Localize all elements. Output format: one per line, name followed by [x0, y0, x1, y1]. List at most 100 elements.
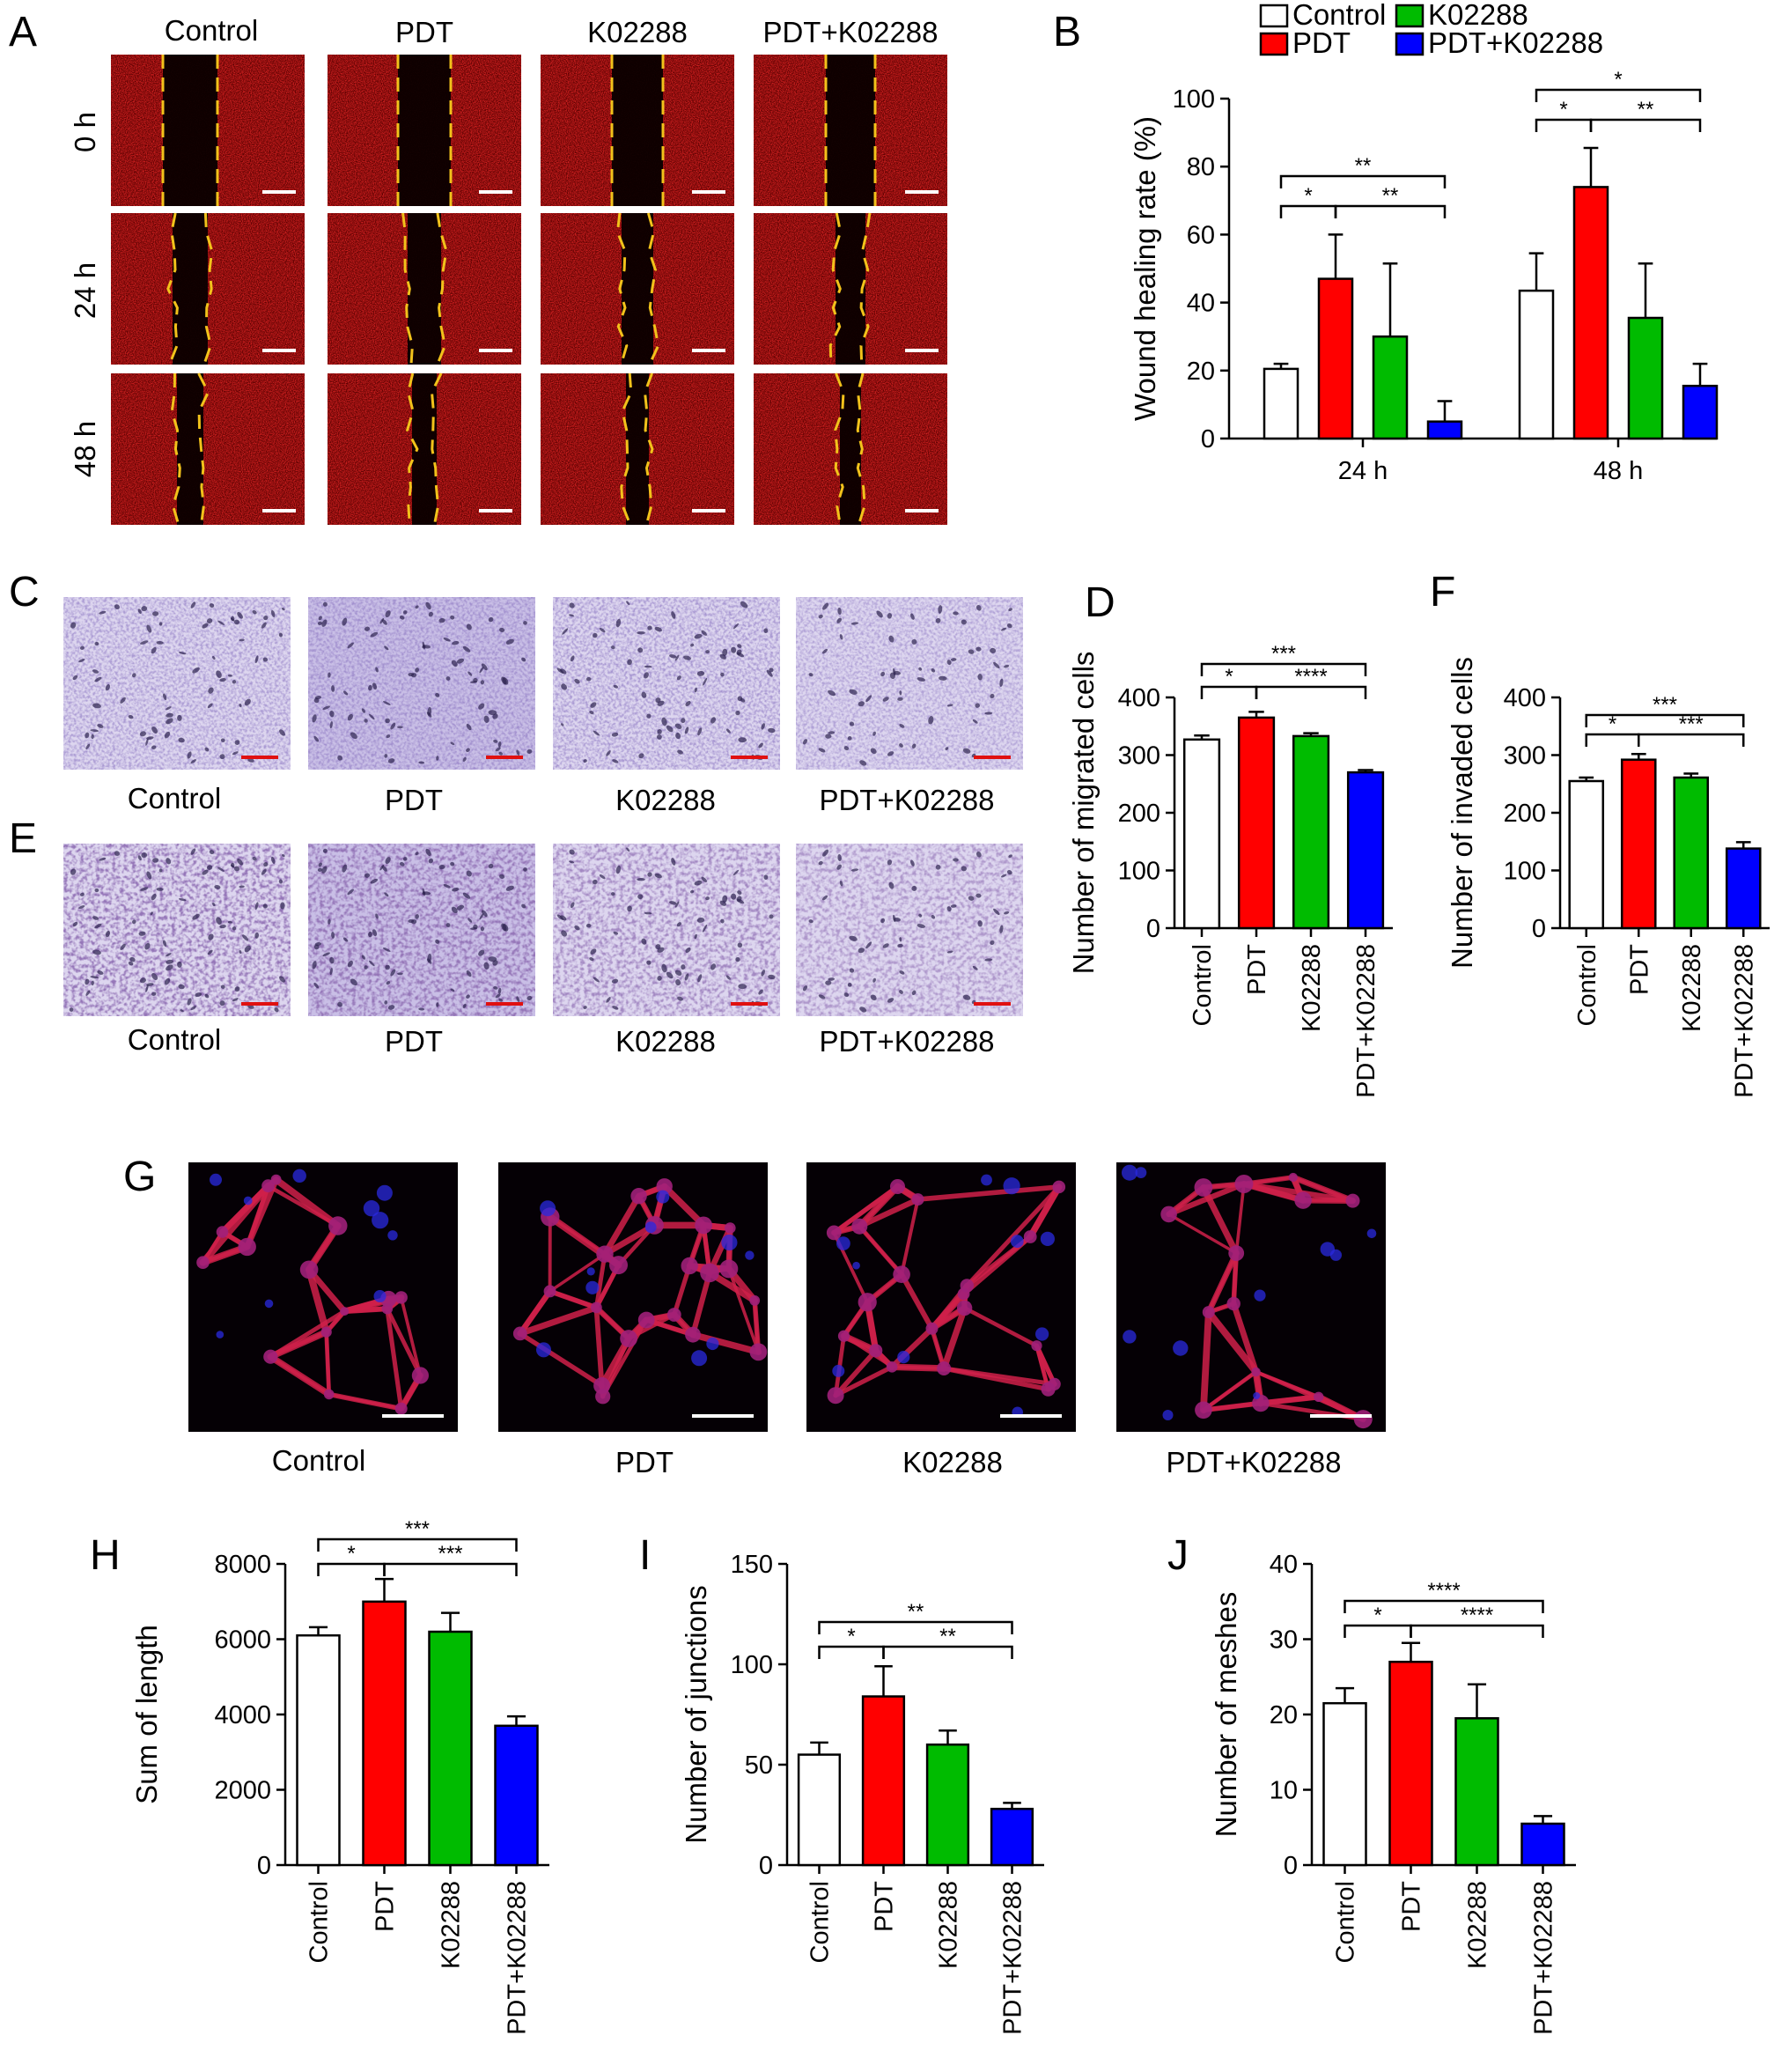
cell — [158, 868, 163, 873]
cell — [808, 673, 814, 677]
wound-edge-line — [197, 372, 210, 526]
wound-gap — [408, 213, 441, 365]
cell — [425, 848, 431, 857]
significance-label: * — [1614, 68, 1622, 92]
cell — [90, 976, 99, 979]
cell — [676, 922, 681, 927]
legend-label: Control — [1292, 0, 1386, 31]
tube-segment — [1257, 1394, 1322, 1406]
tube-node — [1234, 1175, 1254, 1193]
tube-segment — [726, 1267, 761, 1354]
panel-a-wound-images: Control PDT K02288 PDT+K02288 0 h 24 h 4… — [69, 14, 947, 526]
cell — [893, 917, 901, 922]
cell — [556, 914, 564, 920]
nucleus — [745, 1250, 755, 1260]
cell — [151, 893, 157, 901]
cell — [647, 872, 652, 877]
cell — [466, 994, 470, 999]
cell — [849, 935, 858, 941]
nucleus — [373, 1290, 387, 1302]
cell — [968, 896, 975, 901]
bar — [1237, 716, 1276, 930]
cell — [204, 747, 210, 752]
tube-segment — [1200, 1309, 1212, 1414]
tube-node — [666, 1308, 681, 1322]
cell — [977, 674, 983, 681]
panel-label-a: A — [9, 9, 37, 55]
cell — [859, 1007, 867, 1013]
nucleus — [585, 1280, 600, 1294]
cell — [893, 670, 901, 675]
tube-segment — [689, 1331, 762, 1356]
cell — [347, 889, 354, 896]
panel-label-b: B — [1053, 9, 1081, 55]
cell — [499, 874, 505, 879]
cell — [239, 885, 245, 889]
cell — [938, 605, 943, 614]
cell — [178, 651, 187, 655]
cell — [364, 719, 368, 723]
cell — [217, 866, 225, 872]
cell — [849, 968, 855, 973]
cell — [166, 858, 172, 865]
cell — [911, 638, 917, 645]
cell — [585, 676, 592, 682]
cell — [822, 602, 829, 610]
cell — [337, 755, 342, 761]
cell — [177, 961, 182, 968]
significance-bracket — [818, 1620, 1013, 1634]
significance-label: * — [1609, 712, 1616, 736]
cell — [968, 649, 975, 654]
cell — [162, 940, 167, 948]
cell — [281, 608, 285, 611]
cell — [219, 1000, 225, 1007]
cell — [569, 860, 575, 864]
cell — [946, 660, 952, 666]
cell — [92, 949, 101, 955]
cell — [769, 667, 774, 673]
significance-bracket — [1589, 118, 1702, 132]
cell — [945, 747, 949, 750]
cell — [674, 970, 682, 977]
cell — [435, 939, 440, 944]
cell — [473, 677, 478, 683]
cell — [526, 748, 533, 754]
cell — [166, 953, 172, 957]
stain-image-texture — [553, 844, 780, 1016]
cell — [254, 902, 259, 911]
cell — [399, 861, 405, 866]
cell — [641, 938, 647, 945]
cell — [685, 701, 691, 706]
cell — [674, 723, 682, 730]
cell — [233, 619, 240, 625]
cell — [94, 641, 99, 646]
cell — [425, 601, 431, 610]
tube-node — [323, 1389, 335, 1400]
cell — [661, 717, 667, 726]
wound-edge-line — [436, 212, 448, 365]
nucleus — [387, 1230, 398, 1241]
panel-g-caption-pdt-k02288: PDT+K02288 — [1166, 1446, 1341, 1478]
tube-segment — [385, 1306, 423, 1378]
tube-node — [956, 1300, 973, 1316]
cell — [166, 964, 173, 971]
cell — [385, 964, 390, 970]
cell — [858, 948, 865, 954]
tube-segment — [890, 1365, 946, 1370]
tube-node — [263, 1349, 278, 1364]
cell — [85, 990, 91, 996]
cell — [451, 660, 458, 667]
nucleus — [210, 1173, 222, 1186]
tube-node — [543, 1285, 556, 1298]
y-tick-label: 20 — [1270, 1701, 1298, 1729]
cell — [72, 921, 78, 927]
y-axis-label: Sum of length — [130, 1625, 163, 1804]
cell — [212, 902, 216, 907]
cell — [593, 879, 598, 885]
cell — [495, 747, 501, 752]
tube-image-bg — [1116, 1162, 1386, 1432]
cell — [361, 955, 365, 960]
cell — [638, 753, 644, 759]
cell — [382, 701, 391, 705]
cell — [888, 635, 894, 643]
